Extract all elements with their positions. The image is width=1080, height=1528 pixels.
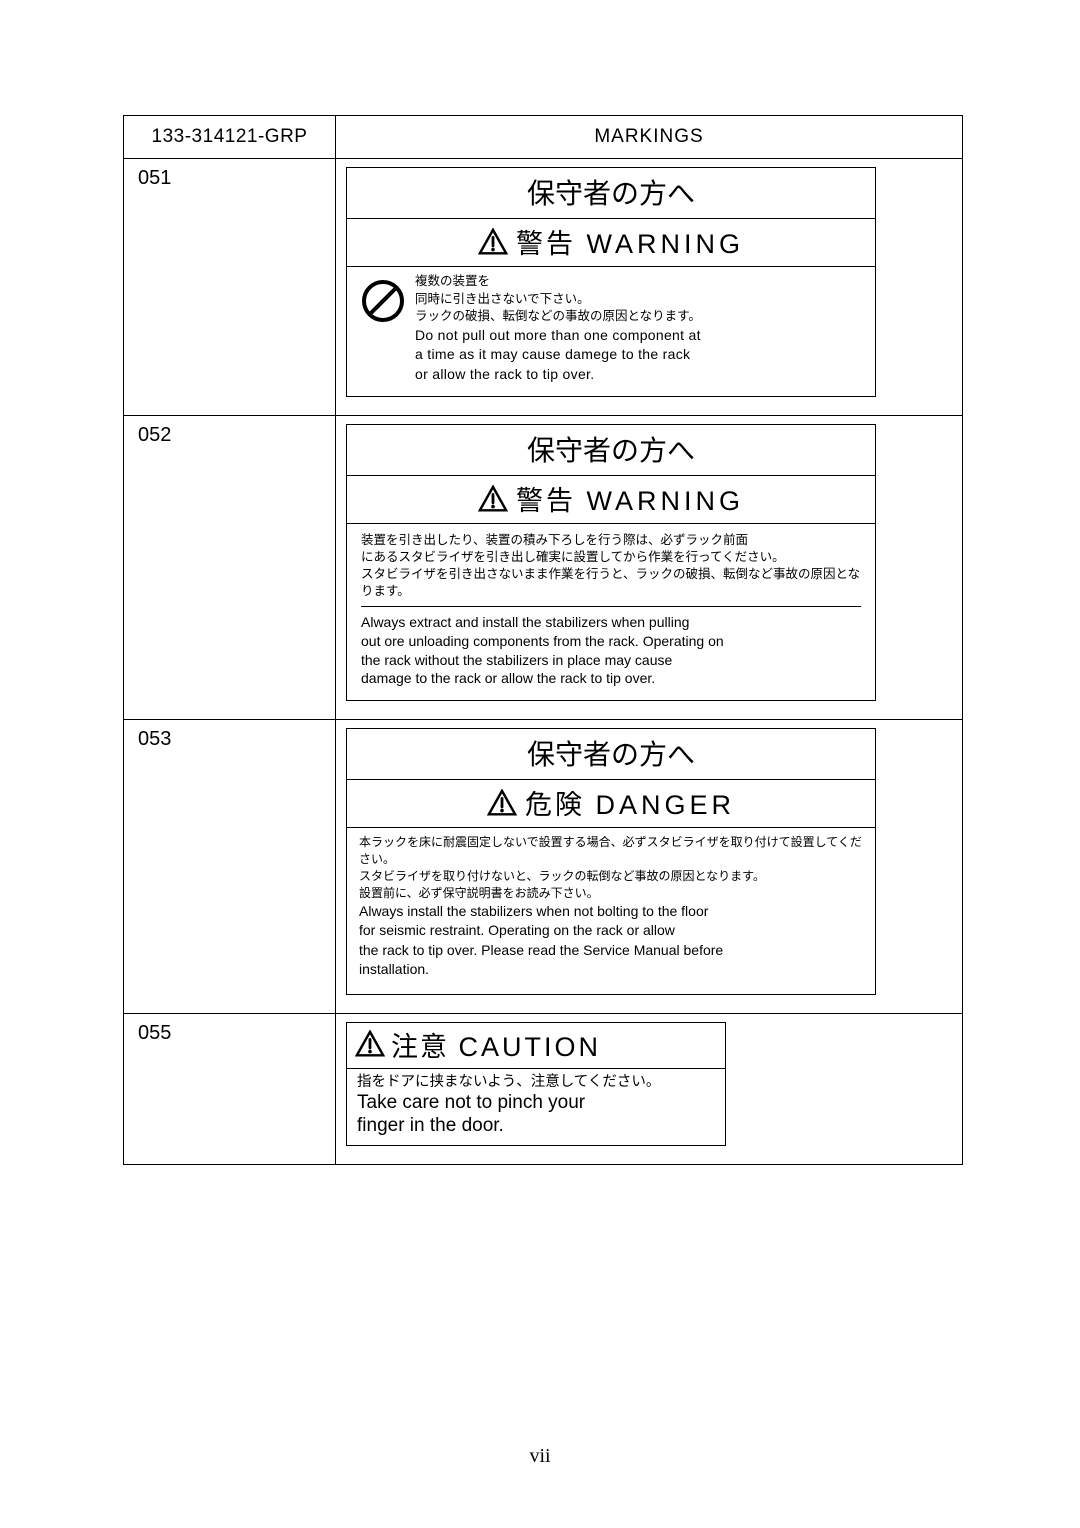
jp-line: 指をドアに挟まないよう、注意してください。 bbox=[357, 1073, 715, 1092]
marking-053: 保守者の方へ 危険 DANGER 本ラックを床に耐震固定しないで設置する場合、必… bbox=[336, 720, 963, 1014]
warning-bar: 警告 WARNING bbox=[347, 476, 875, 524]
code-053: 053 bbox=[124, 720, 336, 1014]
warning-label-051: 保守者の方へ 警告 WARNING 複数の装置を 同時に引き出さ bbox=[346, 167, 876, 397]
label-body: 本ラックを床に耐震固定しないで設置する場合、必ずスタビライザを取り付けて設置して… bbox=[347, 828, 875, 984]
warning-text: 警告 WARNING bbox=[516, 222, 744, 261]
jp-line: にあるスタビライザを引き出し確実に設置してから作業を行ってください。 bbox=[361, 549, 861, 566]
en-line: installation. bbox=[359, 960, 863, 980]
label-text: 複数の装置を 同時に引き出さないで下さい。 ラックの破損、転倒などの事故の原因と… bbox=[415, 273, 701, 384]
warning-triangle-icon bbox=[487, 789, 517, 817]
warning-triangle-icon bbox=[478, 228, 508, 256]
jp-line: ラックの破損、転倒などの事故の原因となります。 bbox=[415, 308, 701, 326]
en-line: damage to the rack or allow the rack to … bbox=[361, 669, 861, 688]
header-markings: MARKINGS bbox=[336, 116, 963, 159]
warning-text: 警告 WARNING bbox=[516, 479, 744, 518]
header-part-number: 133-314121-GRP bbox=[124, 116, 336, 159]
table-row: 052 保守者の方へ 警告 WARNING 装置を引き出したり、装置の積み下ろし… bbox=[124, 416, 963, 720]
markings-table: 133-314121-GRP MARKINGS 051 保守者の方へ 警告 WA… bbox=[123, 115, 963, 1165]
code-051: 051 bbox=[124, 159, 336, 416]
divider bbox=[361, 606, 861, 607]
jp-line: 装置を引き出したり、装置の積み下ろしを行う際は、必ずラック前面 bbox=[361, 532, 861, 549]
en-line: a time as it may cause damege to the rac… bbox=[415, 345, 701, 365]
warning-bar: 警告 WARNING bbox=[347, 219, 875, 267]
prohibit-icon bbox=[361, 279, 405, 323]
code-052: 052 bbox=[124, 416, 336, 720]
label-title: 保守者の方へ bbox=[347, 729, 875, 780]
en-line: finger in the door. bbox=[357, 1115, 715, 1138]
table-row: 051 保守者の方へ 警告 WARNING bbox=[124, 159, 963, 416]
label-body: 装置を引き出したり、装置の積み下ろしを行う際は、必ずラック前面 にあるスタビライ… bbox=[347, 524, 875, 690]
en-line: Do not pull out more than one component … bbox=[415, 326, 701, 346]
en-line: the rack to tip over. Please read the Se… bbox=[359, 941, 863, 961]
label-body: 指をドアに挟まないよう、注意してください。 Take care not to p… bbox=[347, 1069, 725, 1145]
marking-055: 注意 CAUTION 指をドアに挟まないよう、注意してください。 Take ca… bbox=[336, 1013, 963, 1164]
warning-label-052: 保守者の方へ 警告 WARNING 装置を引き出したり、装置の積み下ろしを行う際… bbox=[346, 424, 876, 701]
code-055: 055 bbox=[124, 1013, 336, 1164]
en-line: Take care not to pinch your bbox=[357, 1092, 715, 1115]
table-header-row: 133-314121-GRP MARKINGS bbox=[124, 116, 963, 159]
page-content: 133-314121-GRP MARKINGS 051 保守者の方へ 警告 WA… bbox=[123, 115, 963, 1165]
warning-triangle-icon bbox=[478, 485, 508, 513]
jp-line: スタビライザを引き出さないまま作業を行うと、ラックの破損、転倒など事故の原因とな… bbox=[361, 566, 861, 600]
marking-052: 保守者の方へ 警告 WARNING 装置を引き出したり、装置の積み下ろしを行う際… bbox=[336, 416, 963, 720]
label-body: 複数の装置を 同時に引き出さないで下さい。 ラックの破損、転倒などの事故の原因と… bbox=[347, 267, 875, 386]
marking-051: 保守者の方へ 警告 WARNING 複数の装置を 同時に引き出さ bbox=[336, 159, 963, 416]
danger-text: 危険 DANGER bbox=[525, 783, 735, 822]
jp-line: スタビライザを取り付けないと、ラックの転倒など事故の原因となります。 bbox=[359, 868, 863, 885]
en-line: or allow the rack to tip over. bbox=[415, 365, 701, 385]
en-line: for seismic restraint. Operating on the … bbox=[359, 921, 863, 941]
jp-line: 同時に引き出さないで下さい。 bbox=[415, 291, 701, 309]
jp-line: 設置前に、必ず保守説明書をお読み下さい。 bbox=[359, 885, 863, 902]
en-line: Always install the stabilizers when not … bbox=[359, 902, 863, 922]
warning-triangle-icon bbox=[355, 1030, 385, 1058]
en-line: the rack without the stabilizers in plac… bbox=[361, 651, 861, 670]
caution-bar: 注意 CAUTION bbox=[347, 1023, 725, 1069]
page-number: vii bbox=[0, 1445, 1080, 1468]
table-row: 055 注意 CAUTION 指をドアに挟まないよう、注意してください。 Tak… bbox=[124, 1013, 963, 1164]
caution-text: 注意 CAUTION bbox=[391, 1025, 601, 1064]
table-row: 053 保守者の方へ 危険 DANGER 本ラックを床に耐震固定しないで設置する… bbox=[124, 720, 963, 1014]
caution-label-055: 注意 CAUTION 指をドアに挟まないよう、注意してください。 Take ca… bbox=[346, 1022, 726, 1146]
label-title: 保守者の方へ bbox=[347, 425, 875, 476]
danger-label-053: 保守者の方へ 危険 DANGER 本ラックを床に耐震固定しないで設置する場合、必… bbox=[346, 728, 876, 995]
en-line: out ore unloading components from the ra… bbox=[361, 632, 861, 651]
en-line: Always extract and install the stabilize… bbox=[361, 613, 861, 632]
jp-line: 複数の装置を bbox=[415, 273, 701, 291]
jp-line: 本ラックを床に耐震固定しないで設置する場合、必ずスタビライザを取り付けて設置して… bbox=[359, 834, 863, 868]
label-title: 保守者の方へ bbox=[347, 168, 875, 219]
danger-bar: 危険 DANGER bbox=[347, 780, 875, 828]
